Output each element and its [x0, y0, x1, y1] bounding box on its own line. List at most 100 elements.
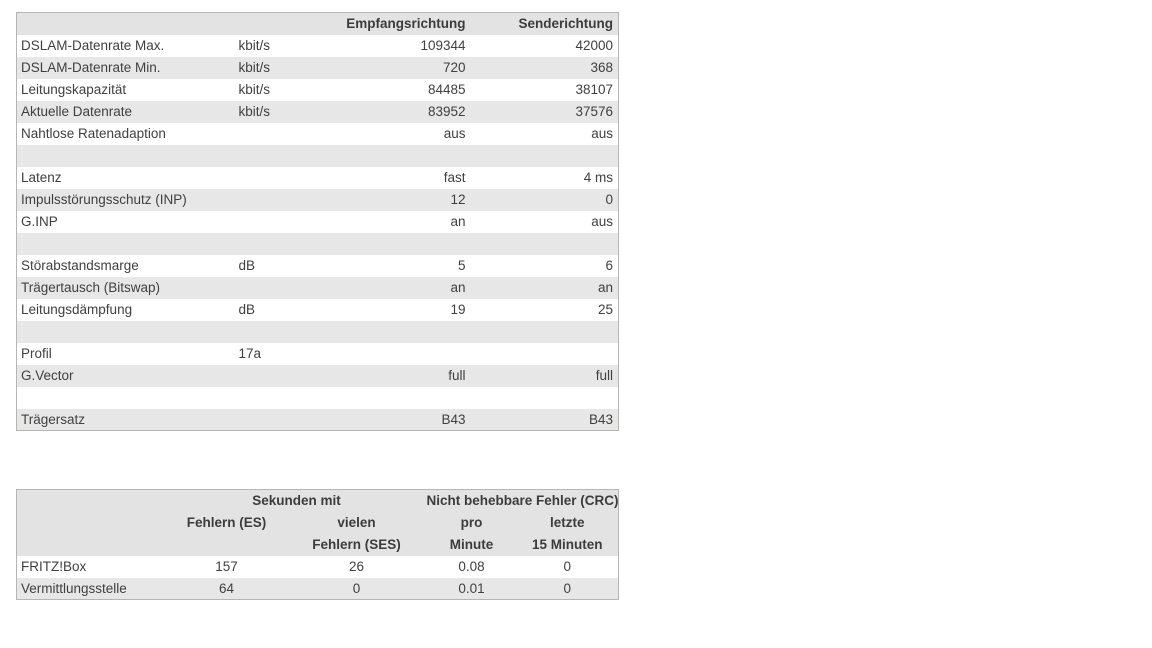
error-table-group-header-row: Sekunden mit Nicht behebbare Fehler (CRC…	[16, 489, 619, 512]
param-label	[17, 145, 239, 167]
value-upstream	[471, 343, 619, 365]
value-crc-per-minute: 0.08	[458, 559, 485, 574]
table-row: DSLAM-Datenrate Max. kbit/s 109344 42000	[16, 34, 619, 57]
value-downstream: 83952	[427, 104, 466, 119]
param-unit	[239, 189, 323, 211]
header-per-minute-line1: pro	[460, 515, 483, 530]
table-row: Nahtlose Ratenadaption aus aus	[16, 122, 619, 145]
header-downstream: Empfangsrichtung	[346, 16, 466, 32]
value-upstream: aus	[591, 126, 613, 141]
param-label: DSLAM-Datenrate Min.	[21, 60, 161, 75]
value-downstream: 84485	[427, 82, 466, 97]
value-crc-last15: 0	[563, 580, 572, 596]
value-upstream: 4 ms	[583, 170, 613, 185]
device-label: FRITZ!Box	[21, 559, 87, 574]
header-last15-line2: 15 Minuten	[532, 537, 603, 552]
table-row: FRITZ!Box 157 26 0.08 0	[16, 555, 619, 578]
param-label: Nahtlose Ratenadaption	[21, 126, 166, 141]
value-upstream: 6	[605, 258, 613, 273]
header-empty-label	[17, 13, 239, 35]
value-downstream	[323, 233, 471, 255]
param-unit	[239, 387, 323, 409]
header-last15-line1: letzte	[550, 515, 585, 530]
param-unit	[239, 321, 323, 343]
spacer-row	[16, 144, 619, 167]
value-upstream	[471, 321, 619, 343]
value-errored-seconds: 64	[218, 580, 235, 596]
header-empty	[17, 490, 167, 512]
param-label: Impulsstörungsschutz (INP)	[21, 192, 187, 207]
value-upstream	[471, 387, 619, 409]
param-unit	[239, 123, 323, 145]
spacer-row	[16, 320, 619, 343]
value-upstream: 42000	[575, 38, 613, 53]
value-downstream: 12	[450, 192, 466, 207]
value-downstream: B43	[441, 411, 466, 427]
error-table-subheader-row-1: Fehlern (ES) vielen pro letzte	[16, 511, 619, 534]
param-unit	[239, 277, 323, 299]
value-errored-seconds: 157	[215, 559, 238, 574]
error-counters-table: Sekunden mit Nicht behebbare Fehler (CRC…	[16, 489, 620, 600]
param-unit: kbit/s	[238, 82, 271, 97]
value-upstream	[471, 145, 619, 167]
value-upstream: an	[597, 280, 613, 295]
header-group-seconds: Sekunden mit	[252, 493, 341, 509]
value-downstream: full	[448, 368, 466, 383]
table-row: Profil 17a	[16, 342, 619, 365]
param-label: Leitungskapazität	[21, 82, 127, 97]
value-upstream: 37576	[575, 104, 613, 119]
param-label: G.Vector	[21, 368, 74, 383]
table-row: Störabstandsmarge dB 5 6	[16, 254, 619, 277]
header-upstream: Senderichtung	[518, 16, 613, 32]
value-downstream: an	[450, 214, 466, 229]
param-unit: dB	[238, 302, 256, 317]
table-row: DSLAM-Datenrate Min. kbit/s 720 368	[16, 56, 619, 79]
header-empty	[17, 534, 167, 556]
table-row: Aktuelle Datenrate kbit/s 83952 37576	[16, 100, 619, 123]
value-downstream: 109344	[420, 38, 466, 53]
param-label: G.INP	[21, 214, 58, 229]
table-row: Leitungsdämpfung dB 19 25	[16, 298, 619, 321]
table-row: G.Vector full full	[16, 364, 619, 387]
param-label	[17, 387, 239, 409]
param-label: Latenz	[21, 170, 62, 185]
table-row: Leitungskapazität kbit/s 84485 38107	[16, 78, 619, 101]
value-upstream	[471, 233, 619, 255]
param-label: Störabstandsmarge	[21, 258, 139, 273]
table-row: Vermittlungsstelle 64 0 0.01 0	[16, 577, 619, 600]
param-unit	[239, 233, 323, 255]
param-unit: kbit/s	[238, 104, 271, 119]
param-unit	[239, 167, 323, 189]
value-downstream: 5	[457, 258, 466, 273]
value-downstream	[323, 145, 471, 167]
header-empty-unit	[239, 13, 323, 35]
value-upstream: 0	[605, 192, 613, 207]
value-downstream	[323, 387, 471, 409]
param-label	[17, 321, 239, 343]
header-empty	[17, 512, 167, 534]
value-upstream: 25	[597, 302, 613, 317]
value-crc-last15: 0	[563, 559, 572, 574]
param-label: Leitungsdämpfung	[21, 302, 133, 317]
param-label: Trägersatz	[21, 411, 86, 427]
spacer-row	[16, 232, 619, 255]
header-per-minute-line2: Minute	[449, 537, 494, 552]
param-label	[17, 233, 239, 255]
param-unit	[239, 365, 323, 387]
dsl-parameters-table: Empfangsrichtung Senderichtung DSLAM-Dat…	[16, 12, 619, 431]
table-row: Trägertausch (Bitswap) an an	[16, 276, 619, 299]
header-errored-seconds: Fehlern (ES)	[186, 515, 267, 530]
value-upstream: 38107	[575, 82, 613, 97]
value-upstream: B43	[588, 411, 613, 427]
value-downstream	[323, 321, 471, 343]
param-unit: kbit/s	[238, 38, 271, 53]
dsl-table-header-row: Empfangsrichtung Senderichtung	[16, 12, 619, 35]
param-label: DSLAM-Datenrate Max.	[21, 38, 165, 53]
spacer-row	[16, 386, 619, 409]
value-severely-errored-seconds: 0	[352, 580, 361, 596]
value-upstream: aus	[591, 214, 613, 229]
value-severely-errored-seconds: 26	[348, 559, 365, 574]
table-row: Trägersatz B43 B43	[16, 408, 619, 431]
value-crc-per-minute: 0.01	[458, 580, 485, 596]
